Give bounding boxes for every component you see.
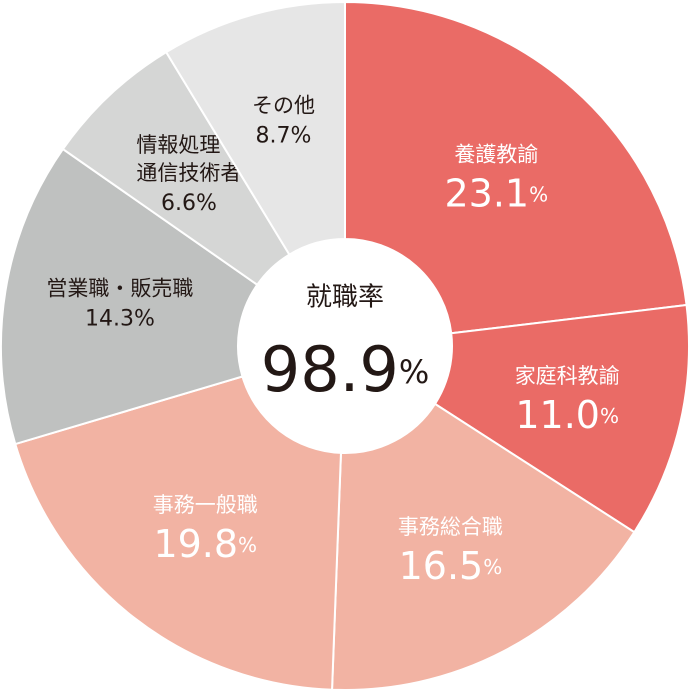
value-label: 19.8%: [153, 522, 257, 566]
category-label: 事務一般職: [153, 493, 258, 517]
value-label: 8.7%: [256, 123, 312, 148]
value-unit: %: [134, 307, 155, 332]
value-number: 11.0: [515, 393, 600, 437]
slice: [330, 402, 636, 691]
slice: [344, 0, 688, 335]
value-number: 16.5: [399, 544, 484, 588]
center-circle: [239, 240, 451, 452]
center-value: 98.9%: [261, 333, 429, 406]
value-unit: %: [483, 555, 502, 579]
value-label: 23.1%: [445, 171, 549, 215]
value-unit: %: [238, 533, 257, 557]
category-label: 家庭科教諭: [515, 364, 620, 388]
category-label: 営業職・販売職: [46, 277, 193, 301]
category-label: 養護教諭: [454, 142, 538, 166]
value-unit: %: [291, 123, 312, 148]
value-unit: %: [529, 182, 548, 206]
category-label: 事務総合職: [398, 515, 503, 539]
value-label: 11.0%: [515, 393, 619, 437]
slice: [164, 0, 346, 256]
value-label: 6.6%: [161, 191, 217, 216]
center-number: 98.9: [261, 333, 399, 406]
center-unit: %: [399, 353, 429, 391]
category-label: 通信技術者: [136, 161, 241, 185]
value-number: 8.7: [256, 123, 291, 148]
slice: [0, 147, 259, 446]
slice: [14, 375, 343, 691]
value-number: 6.6: [161, 191, 196, 216]
value-label: 14.3%: [85, 307, 155, 332]
center-label: 就職率: [306, 283, 384, 313]
value-unit: %: [600, 404, 619, 428]
value-number: 14.3: [85, 307, 134, 332]
value-label: 16.5%: [399, 544, 503, 588]
category-label: その他: [252, 93, 315, 117]
value-unit: %: [196, 191, 217, 216]
slice: [433, 303, 690, 534]
value-number: 23.1: [445, 171, 530, 215]
value-number: 19.8: [153, 522, 238, 566]
